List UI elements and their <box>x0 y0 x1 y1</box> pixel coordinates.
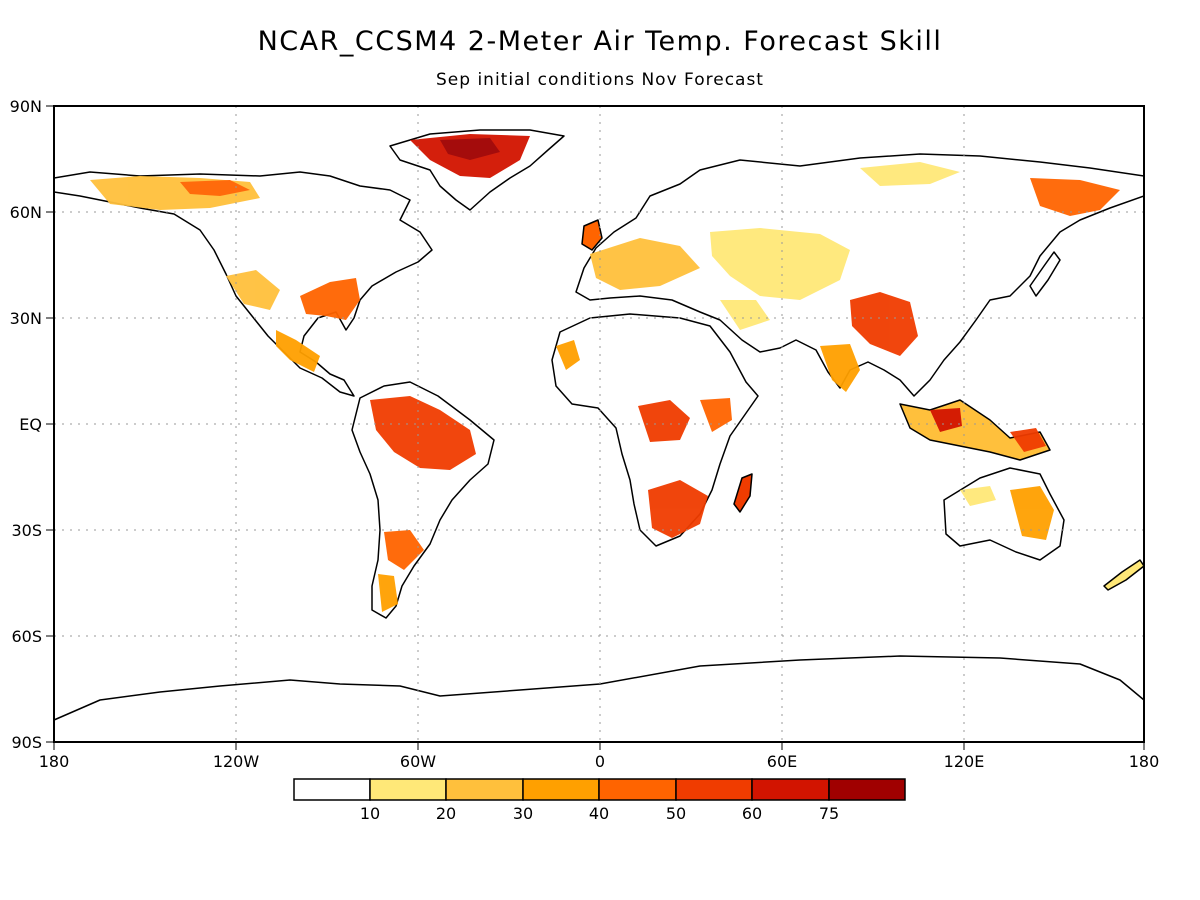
lon-tick-label: 60E <box>767 752 797 771</box>
mideast-shade <box>720 300 770 330</box>
new-zealand <box>1103 559 1144 591</box>
lon-tick-label: 120W <box>213 752 260 771</box>
lat-tick-label: 90N <box>10 97 42 116</box>
lat-tick-label: 90S <box>11 733 42 752</box>
lon-tick-label: 0 <box>595 752 605 771</box>
amazon-shade <box>370 396 476 470</box>
lon-tick-label: 120E <box>944 752 985 771</box>
northern-canada-shade <box>180 180 250 196</box>
eurasia <box>575 153 1144 397</box>
lat-tick-label: 60N <box>10 203 42 222</box>
eastern-us-shade <box>300 278 360 320</box>
lon-tick-label: 180 <box>39 752 70 771</box>
lon-tick-label: 60W <box>400 752 436 771</box>
map-subtitle: Sep initial conditions Nov Forecast <box>436 70 764 90</box>
colorbar-label: 60 <box>742 804 762 823</box>
colorbar-swatch <box>293 778 371 801</box>
central-asia-shade <box>710 228 850 300</box>
colorbar-swatch <box>828 778 906 801</box>
central-africa-shade <box>638 400 690 442</box>
colorbar-swatch <box>598 778 677 801</box>
south-asia-shade <box>850 292 918 356</box>
borneo-shade <box>930 408 962 432</box>
colorbar: 10 20 30 40 50 60 75 <box>293 778 906 823</box>
colorbar-label: 10 <box>360 804 380 823</box>
colorbar-label: 40 <box>589 804 609 823</box>
colorbar-label: 50 <box>666 804 686 823</box>
map-title: NCAR_CCSM4 2-Meter Air Temp. Forecast Sk… <box>257 26 943 57</box>
landmasses <box>54 129 1144 742</box>
colorbar-label: 75 <box>819 804 839 823</box>
antarctica <box>54 655 1144 742</box>
southern-africa-shade <box>648 480 708 538</box>
australia-east-shade <box>1010 486 1054 540</box>
west-africa-shade <box>556 340 580 370</box>
southern-sa-shade <box>384 530 424 570</box>
new-guinea-shade <box>1010 428 1046 452</box>
colorbar-label: 30 <box>513 804 533 823</box>
lat-tick-label: EQ <box>19 415 42 434</box>
colorbar-swatch <box>369 778 447 801</box>
colorbar-swatch <box>675 778 753 801</box>
lon-tick-label: 180 <box>1129 752 1160 771</box>
lat-tick-label: 30S <box>11 521 42 540</box>
lat-tick-label: 30N <box>10 309 42 328</box>
east-africa-shade <box>700 398 732 432</box>
lat-tick-label: 60S <box>11 627 42 646</box>
lat-axis: 90N 60N 30N EQ 30S 60S 90S <box>10 97 54 752</box>
us-west-shade <box>226 270 280 310</box>
india-shade <box>820 344 860 392</box>
japan <box>1029 251 1061 297</box>
british-isles <box>581 219 603 251</box>
colorbar-swatch <box>445 778 524 801</box>
madagascar <box>733 473 753 513</box>
greenland-core <box>440 138 500 160</box>
skill-shading <box>90 134 1120 612</box>
australia-west-shade <box>960 486 996 506</box>
patagonia-shade <box>378 574 398 612</box>
map-body <box>54 106 1144 742</box>
gridlines <box>54 106 1144 742</box>
colorbar-label: 20 <box>436 804 456 823</box>
mexico-shade <box>276 330 320 372</box>
siberia-east-shade <box>1030 178 1120 216</box>
europe-shade <box>590 238 700 290</box>
lon-axis: 180 120W 60W 0 60E 120E 180 <box>39 742 1160 771</box>
colorbar-swatch <box>751 778 830 801</box>
siberia-north-shade <box>860 162 960 186</box>
colorbar-swatch <box>522 778 600 801</box>
